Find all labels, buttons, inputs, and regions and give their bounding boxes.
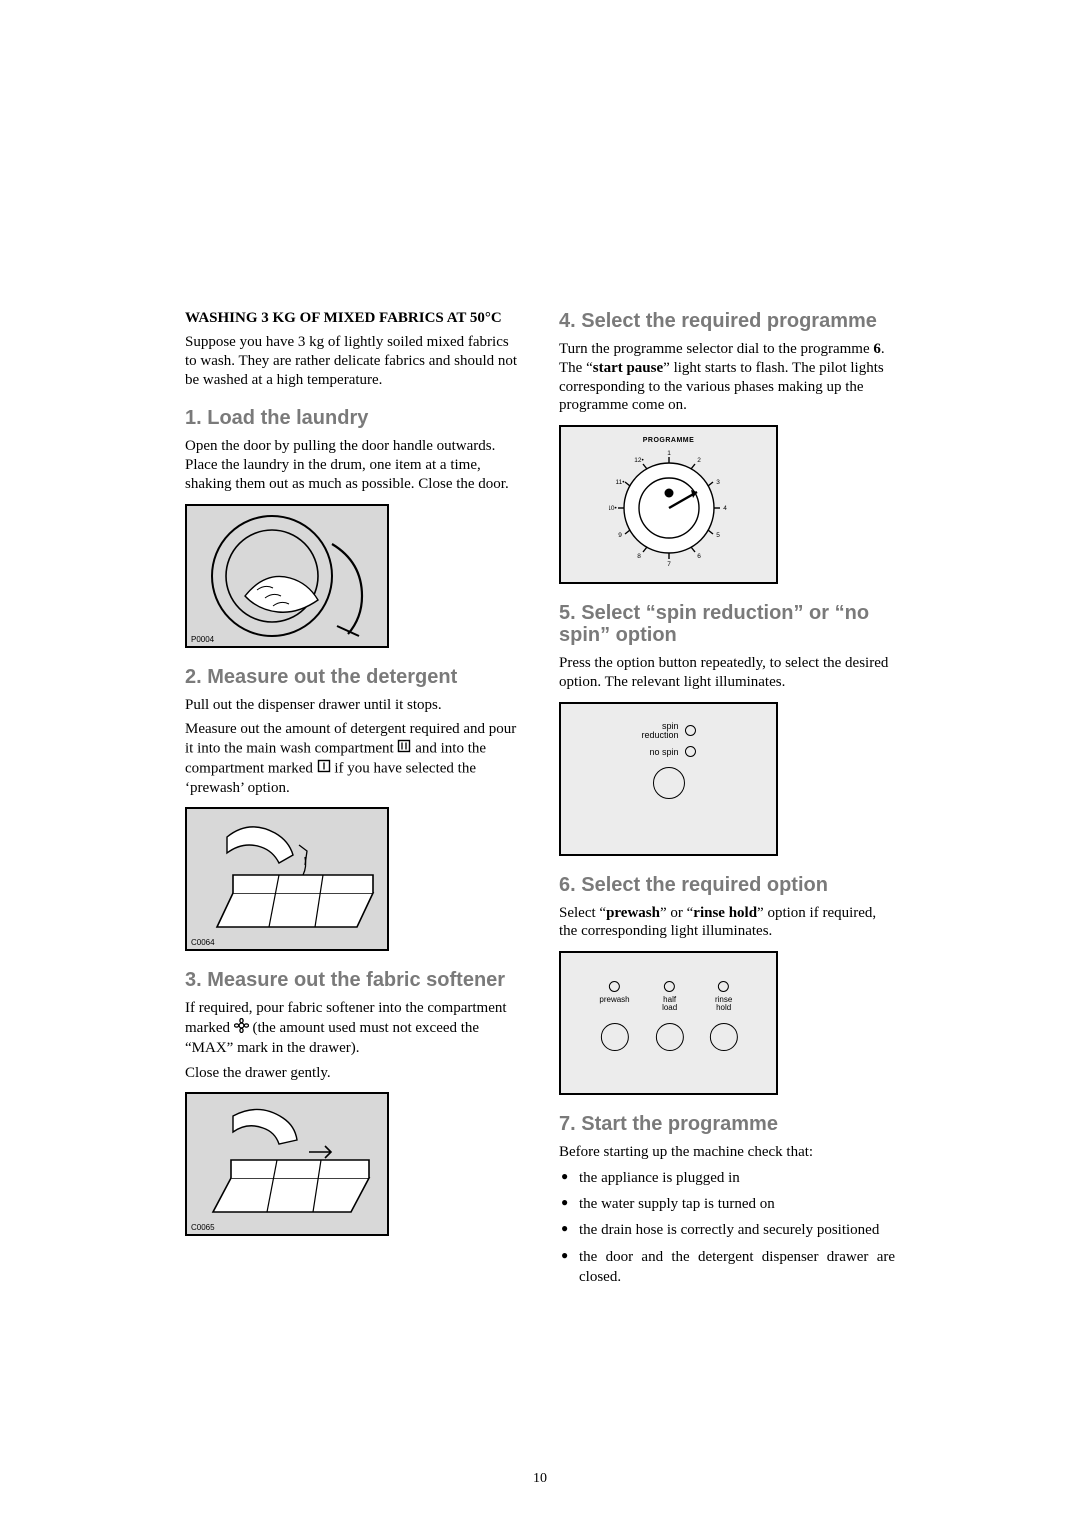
spin-button-icon	[653, 767, 685, 799]
programme-dial-icon: 1 2 3 4 5 6 7 8 9 10• 11• 12•	[609, 448, 729, 568]
prewash-button-icon	[601, 1023, 629, 1051]
text-detergent-a: Pull out the dispenser drawer until it s…	[185, 696, 521, 715]
spin-panel: spinreduction no spin	[641, 722, 695, 800]
s6-text-a: Select “	[559, 905, 606, 921]
rinse-hold-led-icon	[718, 981, 729, 992]
prewash-option: prewash	[599, 981, 629, 1051]
text-start-programme: Before starting up the machine check tha…	[559, 1143, 895, 1162]
s4-text-a: Turn the programme selector dial to the …	[559, 341, 873, 357]
text-required-option: Select “prewash” or “rinse hold” option …	[559, 904, 895, 942]
programme-number: 6	[873, 341, 881, 357]
heading-softener: 3. Measure out the fabric softener	[185, 969, 521, 991]
figure-softener-drawer: C0065	[185, 1092, 389, 1236]
svg-text:8: 8	[637, 553, 641, 560]
figure-label: C0064	[191, 938, 215, 947]
s4-bold1: start pause	[593, 360, 663, 376]
check-item: the drain hose is correctly and securely…	[559, 1220, 895, 1240]
figure-label: P0004	[191, 635, 214, 644]
text-select-programme: Turn the programme selector dial to the …	[559, 340, 895, 415]
s6-bold1: prewash	[606, 905, 660, 921]
heading-spin-option: 5. Select “spin reduction” or “no spin” …	[559, 602, 895, 646]
svg-text:6: 6	[697, 553, 701, 560]
text-softener-b: Close the drawer gently.	[185, 1064, 521, 1083]
figure-door-laundry: P0004	[185, 504, 389, 648]
svg-text:11•: 11•	[615, 479, 625, 486]
figure-programme-dial: PROGRAMME	[559, 425, 778, 584]
rinse-hold-label: rinsehold	[715, 996, 732, 1014]
half-load-label: halfload	[662, 996, 677, 1014]
no-spin-led-icon	[685, 746, 696, 757]
heading-required-option: 6. Select the required option	[559, 874, 895, 896]
text-softener-a: If required, pour fabric softener into t…	[185, 999, 521, 1057]
svg-text:10•: 10•	[609, 505, 617, 512]
no-spin-row: no spin	[641, 746, 695, 757]
figure-detergent-drawer: C0064	[185, 807, 389, 951]
pre-start-checklist: the appliance is plugged in the water su…	[559, 1168, 895, 1287]
figure-label: C0065	[191, 1223, 215, 1232]
heading-select-programme: 4. Select the required programme	[559, 310, 895, 332]
half-load-option: halfload	[656, 981, 684, 1051]
s6-bold2: rinse hold	[693, 905, 757, 921]
rinse-hold-option: rinsehold	[710, 981, 738, 1051]
text-detergent-b: Measure out the amount of detergent requ…	[185, 720, 521, 797]
softener-compartment-icon	[234, 1018, 249, 1039]
spin-reduction-label: spinreduction	[641, 722, 678, 741]
check-item: the appliance is plugged in	[559, 1168, 895, 1188]
manual-page: WASHING 3 KG OF MIXED FABRICS AT 50°C Su…	[0, 0, 1080, 1527]
heading-load-laundry: 1. Load the laundry	[185, 407, 521, 429]
svg-text:3: 3	[716, 479, 720, 486]
rinse-hold-button-icon	[710, 1023, 738, 1051]
svg-text:9: 9	[618, 532, 622, 539]
text-load-laundry: Open the door by pulling the door handle…	[185, 437, 521, 493]
svg-text:4: 4	[723, 505, 727, 512]
prewash-compartment-icon	[317, 759, 331, 779]
right-column: 4. Select the required programme Turn th…	[559, 310, 895, 1293]
figure-spin-panel: spinreduction no spin	[559, 702, 778, 856]
text-spin-option: Press the option button repeatedly, to s…	[559, 654, 895, 692]
s6-text-b: ” or “	[660, 905, 693, 921]
check-item: the water supply tap is turned on	[559, 1194, 895, 1214]
spin-reduction-row: spinreduction	[641, 722, 695, 741]
svg-text:2: 2	[697, 457, 701, 464]
svg-text:7: 7	[667, 561, 671, 568]
options-panel: prewash halfload rinsehold	[599, 981, 737, 1051]
svg-text:5: 5	[716, 532, 720, 539]
lead-text: Suppose you have 3 kg of lightly soiled …	[185, 333, 521, 389]
svg-text:12•: 12•	[634, 457, 644, 464]
heading-detergent: 2. Measure out the detergent	[185, 666, 521, 688]
figure-options-panel: prewash halfload rinsehold	[559, 951, 778, 1095]
prewash-led-icon	[609, 981, 620, 992]
drum-door-icon	[187, 506, 387, 646]
two-column-layout: WASHING 3 KG OF MIXED FABRICS AT 50°C Su…	[185, 310, 895, 1293]
svg-text:1: 1	[667, 450, 671, 457]
lead-heading: WASHING 3 KG OF MIXED FABRICS AT 50°C	[185, 310, 521, 327]
pour-detergent-icon	[187, 809, 387, 949]
heading-start-programme: 7. Start the programme	[559, 1113, 895, 1135]
no-spin-label: no spin	[649, 747, 678, 757]
half-load-led-icon	[664, 981, 675, 992]
page-number: 10	[0, 1471, 1080, 1487]
check-item: the door and the detergent dispenser dra…	[559, 1247, 895, 1288]
close-drawer-icon	[187, 1094, 387, 1234]
prewash-label: prewash	[599, 996, 629, 1014]
half-load-button-icon	[656, 1023, 684, 1051]
left-column: WASHING 3 KG OF MIXED FABRICS AT 50°C Su…	[185, 310, 521, 1293]
spin-reduction-led-icon	[685, 725, 696, 736]
dial-title: PROGRAMME	[609, 437, 729, 444]
main-wash-compartment-icon	[397, 739, 411, 759]
